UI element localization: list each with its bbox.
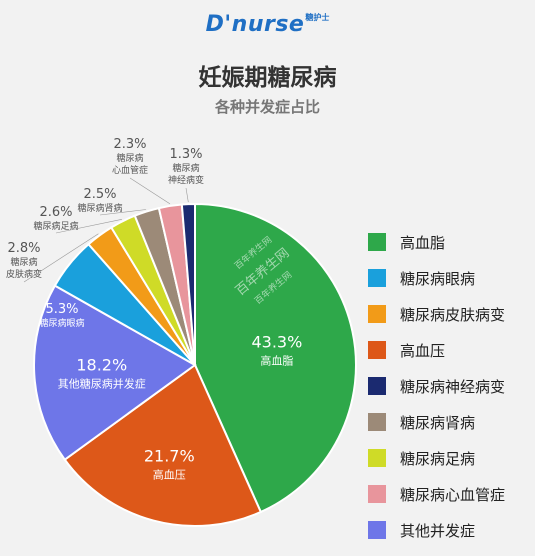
legend-label: 糖尿病皮肤病变: [400, 305, 506, 324]
legend-label: 糖尿病神经病变: [400, 377, 506, 396]
legend-item: 其他并发症: [368, 520, 505, 540]
slice-percent-label: 18.2%: [76, 355, 127, 374]
slice-percent-label: 1.3%: [169, 147, 202, 162]
legend-item: 糖尿病眼病: [368, 268, 505, 288]
legend-item: 糖尿病足病: [368, 448, 505, 468]
logo-text: D'nurse: [205, 12, 305, 37]
pie-slice: [63, 363, 263, 527]
slice-name-label: 其他糖尿病并发症: [58, 376, 146, 390]
legend-label: 糖尿病足病: [400, 449, 476, 468]
slice-name-label: 糖尿病: [172, 162, 199, 174]
slice-name-label: 高血压: [153, 467, 186, 481]
leader-line: [129, 177, 171, 205]
legend-label: 糖尿病肾病: [400, 413, 476, 432]
slice-percent-label: 2.3%: [113, 137, 146, 152]
pie-slice: [194, 202, 357, 514]
slice-percent-label: 2.8%: [7, 241, 40, 256]
legend-item: 糖尿病皮肤病变: [368, 304, 505, 324]
slice-name-label: 神经病变: [168, 174, 204, 186]
legend-swatch: [368, 521, 386, 539]
legend-item: 高血压: [368, 340, 505, 360]
legend-swatch: [368, 485, 386, 503]
chart-subtitle: 各种并发症占比: [214, 98, 320, 116]
legend-swatch: [368, 413, 386, 431]
legend-item: 糖尿病肾病: [368, 412, 505, 432]
leader-line: [23, 233, 99, 283]
slice-percent-label: 43.3%: [251, 333, 302, 352]
pie-slice: [180, 202, 196, 366]
brand-logo: D'nurse糖护士: [0, 12, 535, 37]
slice-percent-label: 2.6%: [39, 205, 72, 220]
slice-percent-label: 21.7%: [144, 446, 195, 465]
legend-label: 糖尿病心血管症: [400, 485, 506, 504]
legend-label: 高血脂: [400, 233, 446, 252]
legend-swatch: [368, 377, 386, 395]
slice-name-label: 心血管症: [112, 164, 148, 176]
chart-title: 妊娠期糖尿病: [198, 65, 337, 91]
pie-outer-labels: 2.8%糖尿病皮肤病变2.6%糖尿病足病2.5%糖尿病肾病2.3%糖尿病心血管症…: [6, 137, 204, 283]
leader-line: [99, 209, 147, 216]
legend-item: 糖尿病神经病变: [368, 376, 505, 396]
legend-swatch: [368, 269, 386, 287]
slice-name-label: 高血脂: [260, 354, 293, 368]
legend-swatch: [368, 341, 386, 359]
legend-label: 高血压: [400, 341, 446, 360]
legend-swatch: [368, 305, 386, 323]
slice-name-label: 皮肤病变: [6, 268, 42, 280]
slice-name-label: 糖尿病眼病: [39, 317, 84, 329]
legend-label: 其他并发症: [400, 521, 476, 540]
legend-swatch: [368, 233, 386, 251]
slice-name-label: 糖尿病: [10, 256, 37, 268]
slice-name-label: 糖尿病足病: [33, 220, 78, 232]
leader-line: [55, 219, 122, 234]
logo-subtext: 糖护士: [305, 13, 330, 22]
legend-item: 高血脂: [368, 232, 505, 252]
legend-label: 糖尿病眼病: [400, 269, 476, 288]
legend-item: 糖尿病心血管症: [368, 484, 505, 504]
leader-line: [185, 187, 189, 203]
chart-legend: 高血脂糖尿病眼病糖尿病皮肤病变 高血压糖尿病神经病变 糖尿病肾病糖尿病足病糖尿病心血…: [368, 232, 505, 556]
slice-name-label: 糖尿病肾病: [77, 202, 122, 214]
pie-slice: [33, 284, 197, 462]
slice-percent-label: 2.5%: [83, 187, 116, 202]
pie-inner-labels: 43.3% 高血脂 21.7% 高血压 18.2% 其他糖尿病并发症 5.3%糖尿病眼病: [39, 302, 302, 481]
pie-slices: [33, 202, 357, 527]
slice-percent-label: 5.3%: [45, 302, 78, 317]
slice-name-label: 糖尿病: [116, 152, 143, 164]
legend-swatch: [368, 449, 386, 467]
